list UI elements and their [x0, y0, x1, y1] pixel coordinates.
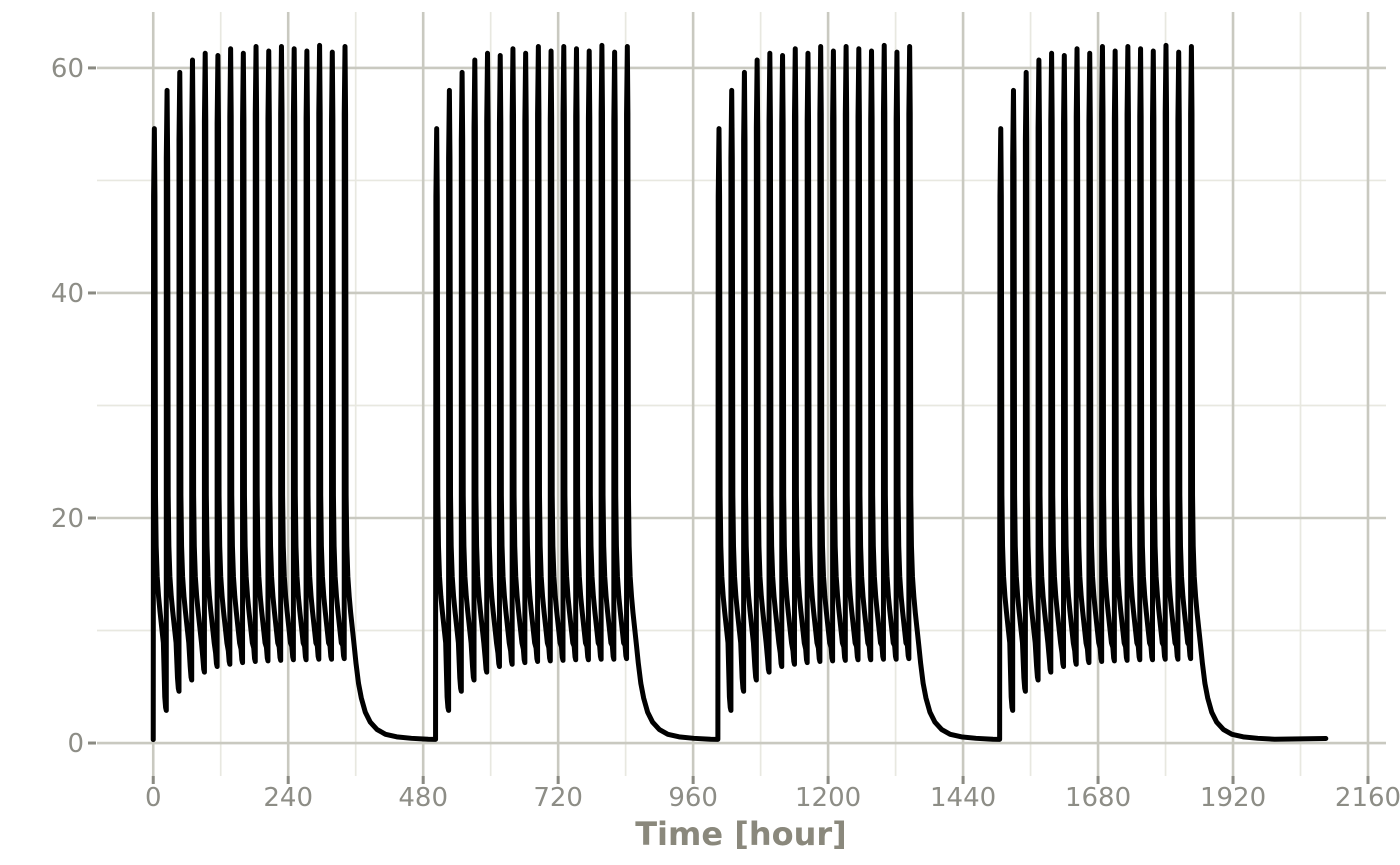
- x-tick-label: 1680: [1065, 783, 1131, 813]
- x-tick-label: 480: [398, 783, 448, 813]
- x-tick-label: 1200: [795, 783, 861, 813]
- y-tick-label: 40: [51, 279, 84, 309]
- time-series-line: [150, 42, 1329, 743]
- x-tick-label: 2160: [1335, 783, 1400, 813]
- x-tick-label: 1920: [1200, 783, 1266, 813]
- y-tick-label: 60: [51, 54, 84, 84]
- bursting-waveform-path: [150, 42, 1329, 743]
- axis-tick-labels: 0 240 480 720 960 1200 1440 1680 1920 2160 0 20 40 60: [51, 54, 1400, 813]
- y-tick-label: 20: [51, 504, 84, 534]
- y-tick-label: 0: [67, 729, 84, 759]
- x-tick-label: 960: [668, 783, 718, 813]
- x-tick-label: 0: [145, 783, 162, 813]
- axis-tick-marks: [88, 66, 1370, 784]
- x-axis-title: Time [hour]: [635, 815, 847, 853]
- x-tick-label: 240: [263, 783, 313, 813]
- x-tick-label: 1440: [930, 783, 996, 813]
- x-tick-label: 720: [533, 783, 583, 813]
